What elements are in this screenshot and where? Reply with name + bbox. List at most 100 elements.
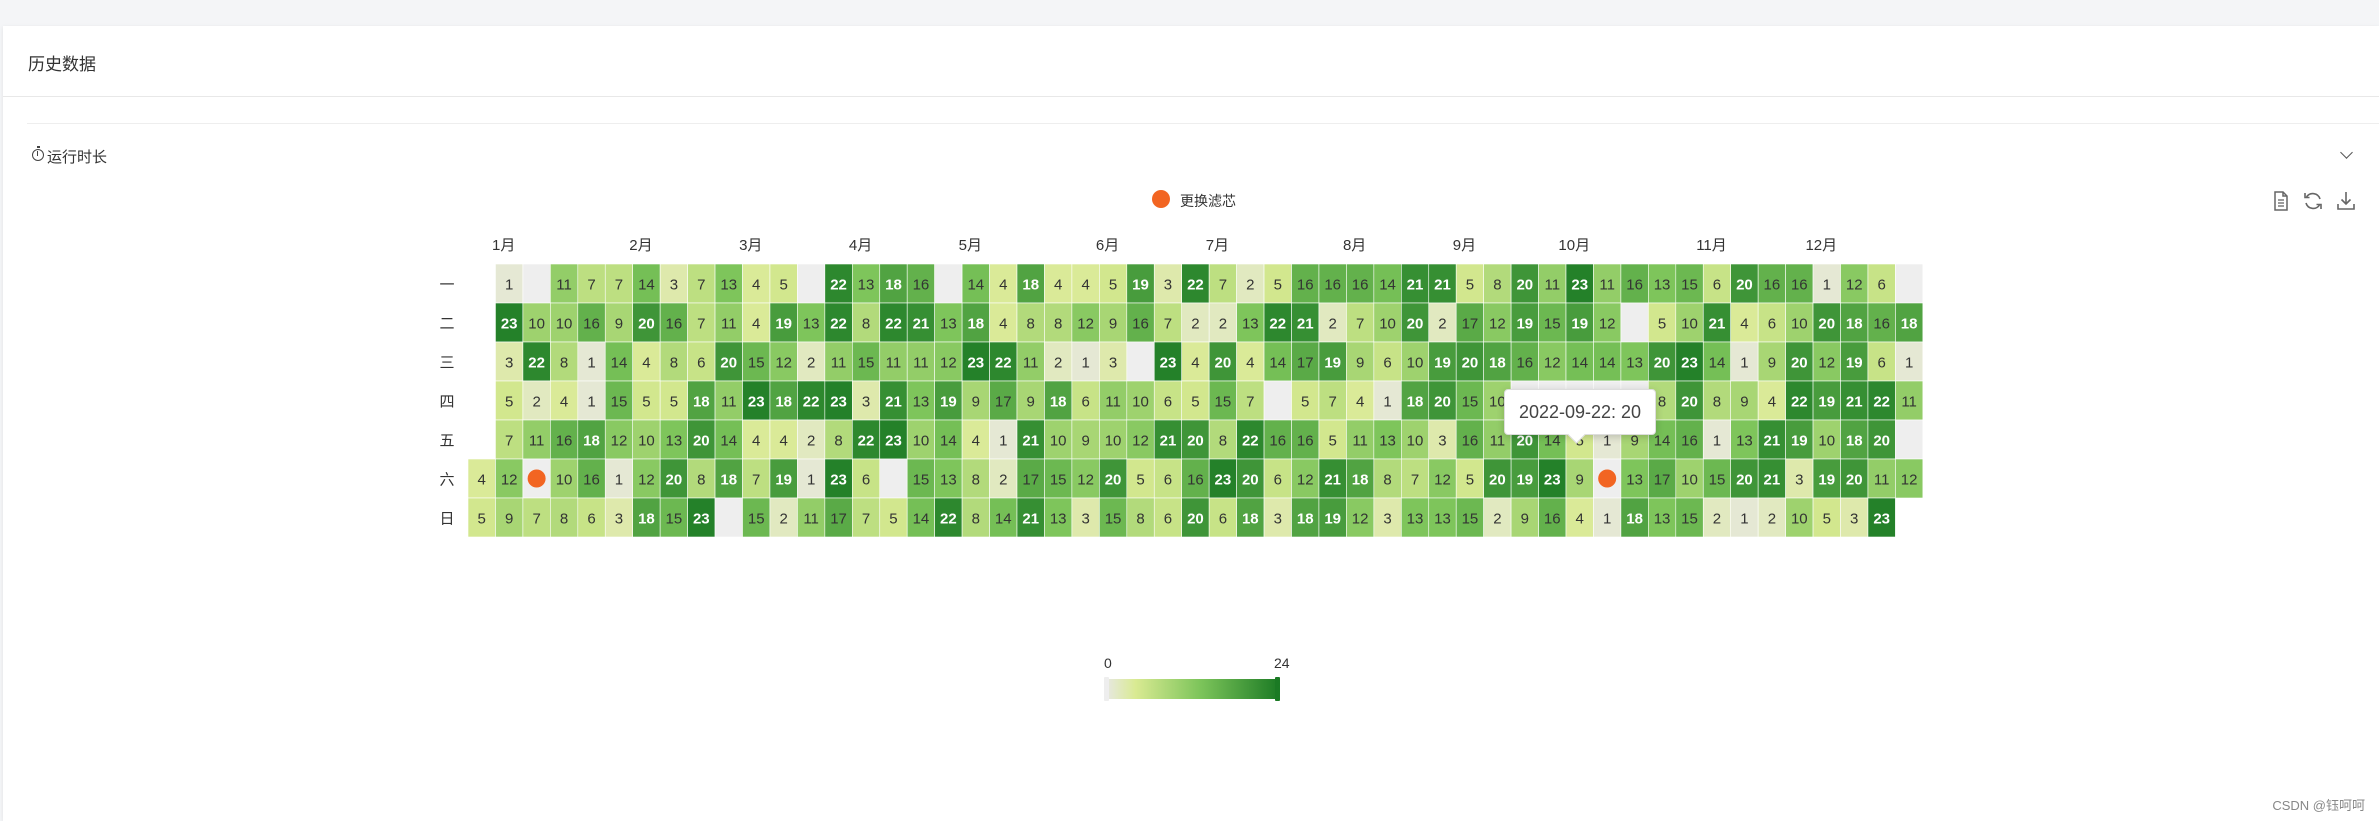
heatmap-cell[interactable] [1071, 263, 1100, 304]
heatmap-cell[interactable] [1373, 380, 1402, 421]
heatmap-cell[interactable] [1099, 380, 1128, 421]
heatmap-cell[interactable] [1208, 419, 1237, 460]
heatmap-cell[interactable] [1867, 458, 1896, 499]
heatmap-cell[interactable] [1620, 458, 1649, 499]
heatmap-cell[interactable] [1483, 458, 1512, 499]
heatmap-cell[interactable] [1867, 302, 1896, 343]
heatmap-cell[interactable] [851, 458, 881, 499]
heatmap-cell[interactable] [961, 341, 990, 382]
heatmap-cell[interactable] [495, 380, 524, 421]
heatmap-cell[interactable] [934, 263, 963, 304]
heatmap-cell[interactable] [659, 419, 688, 460]
heatmap-cell[interactable] [1510, 263, 1539, 304]
heatmap-cell[interactable] [1044, 497, 1073, 538]
heatmap-cell[interactable] [714, 302, 743, 343]
heatmap-cell[interactable] [604, 497, 634, 538]
heatmap-cell[interactable] [1208, 263, 1237, 304]
heatmap-cell[interactable] [769, 419, 798, 460]
heatmap-cell[interactable] [1044, 341, 1073, 382]
heatmap-cell[interactable] [879, 263, 908, 304]
heatmap-cell[interactable] [1291, 341, 1320, 382]
heatmap-cell[interactable] [577, 263, 606, 304]
heatmap-cell[interactable] [495, 497, 524, 538]
heatmap-cell[interactable] [824, 497, 853, 538]
heatmap-cell[interactable] [1126, 302, 1155, 343]
heatmap-cell[interactable] [989, 341, 1018, 382]
heatmap-cell[interactable] [1318, 497, 1347, 538]
heatmap-cell[interactable] [1401, 458, 1430, 499]
heatmap-cell[interactable] [1318, 419, 1347, 460]
heatmap-cell[interactable] [1263, 497, 1292, 538]
download-icon[interactable] [2335, 190, 2357, 212]
heatmap-cell[interactable] [851, 380, 881, 421]
filter-change-marker[interactable] [1598, 469, 1617, 488]
heatmap-cell[interactable] [824, 341, 853, 382]
heatmap-cell[interactable] [659, 380, 688, 421]
heatmap-cell[interactable] [467, 497, 496, 538]
heatmap-cell[interactable] [1099, 419, 1128, 460]
heatmap-cell[interactable] [1071, 458, 1100, 499]
heatmap-cell[interactable] [879, 302, 908, 343]
heatmap-cell[interactable] [1099, 341, 1128, 382]
heatmap-cell[interactable] [797, 263, 826, 304]
heatmap-cell[interactable] [1373, 419, 1402, 460]
heatmap-cell[interactable] [550, 497, 579, 538]
heatmap-cell[interactable] [906, 497, 935, 538]
heatmap-cell[interactable] [1675, 341, 1704, 382]
heatmap-cell[interactable] [1236, 263, 1265, 304]
heatmap-cell[interactable] [1510, 341, 1539, 382]
heatmap-cell[interactable] [1263, 380, 1292, 421]
heatmap-cell[interactable] [1181, 380, 1210, 421]
heatmap-cell[interactable] [604, 341, 634, 382]
heatmap-cell[interactable] [1510, 302, 1539, 343]
heatmap-cell[interactable] [1702, 380, 1732, 421]
heatmap-cell[interactable] [1373, 497, 1402, 538]
heatmap-cell[interactable] [659, 263, 688, 304]
heatmap-cell[interactable] [1812, 497, 1841, 538]
heatmap-cell[interactable] [1401, 419, 1430, 460]
heatmap-cell[interactable] [1648, 341, 1677, 382]
heatmap-cell[interactable] [632, 263, 661, 304]
heatmap-cell[interactable] [1153, 419, 1183, 460]
heatmap-cell[interactable] [851, 263, 881, 304]
heatmap-cell[interactable] [1895, 263, 1924, 304]
heatmap-cell[interactable] [1071, 341, 1100, 382]
heatmap-cell[interactable] [1840, 497, 1869, 538]
heatmap-cell[interactable] [1208, 497, 1237, 538]
heatmap-cell[interactable] [1702, 458, 1732, 499]
heatmap-cell[interactable] [879, 341, 908, 382]
heatmap-cell[interactable] [1730, 419, 1759, 460]
heatmap-cell[interactable] [851, 419, 881, 460]
heatmap-cell[interactable] [742, 341, 771, 382]
heatmap-cell[interactable] [1291, 458, 1320, 499]
heatmap-cell[interactable] [879, 419, 908, 460]
heatmap-cell[interactable] [742, 380, 771, 421]
heatmap-cell[interactable] [550, 302, 579, 343]
heatmap-cell[interactable] [1373, 302, 1402, 343]
heatmap-cell[interactable] [1346, 458, 1375, 499]
heatmap-cell[interactable] [495, 419, 524, 460]
heatmap-cell[interactable] [632, 419, 661, 460]
heatmap-cell[interactable] [1263, 302, 1292, 343]
heatmap-cell[interactable] [577, 419, 606, 460]
heatmap-cell[interactable] [1593, 341, 1622, 382]
visual-map[interactable]: 0 24 [1104, 655, 1294, 715]
heatmap-cell[interactable] [1455, 380, 1484, 421]
heatmap-cell[interactable] [742, 263, 771, 304]
heatmap-cell[interactable] [1730, 341, 1759, 382]
heatmap-cell[interactable] [1455, 302, 1484, 343]
heatmap-cell[interactable] [495, 341, 524, 382]
heatmap-cell[interactable] [1757, 263, 1786, 304]
heatmap-cell[interactable] [1895, 458, 1924, 499]
visual-map-gradient-bar[interactable] [1104, 677, 1280, 701]
heatmap-cell[interactable] [659, 497, 688, 538]
heatmap-cell[interactable] [1867, 263, 1896, 304]
heatmap-cell[interactable] [1263, 263, 1292, 304]
heatmap-cell[interactable] [1291, 419, 1320, 460]
heatmap-cell[interactable] [1181, 419, 1210, 460]
heatmap-cell[interactable] [769, 497, 798, 538]
heatmap-cell[interactable] [522, 263, 551, 304]
heatmap-cell[interactable] [1428, 458, 1457, 499]
heatmap-cell[interactable] [714, 380, 743, 421]
heatmap-cell[interactable] [659, 302, 688, 343]
